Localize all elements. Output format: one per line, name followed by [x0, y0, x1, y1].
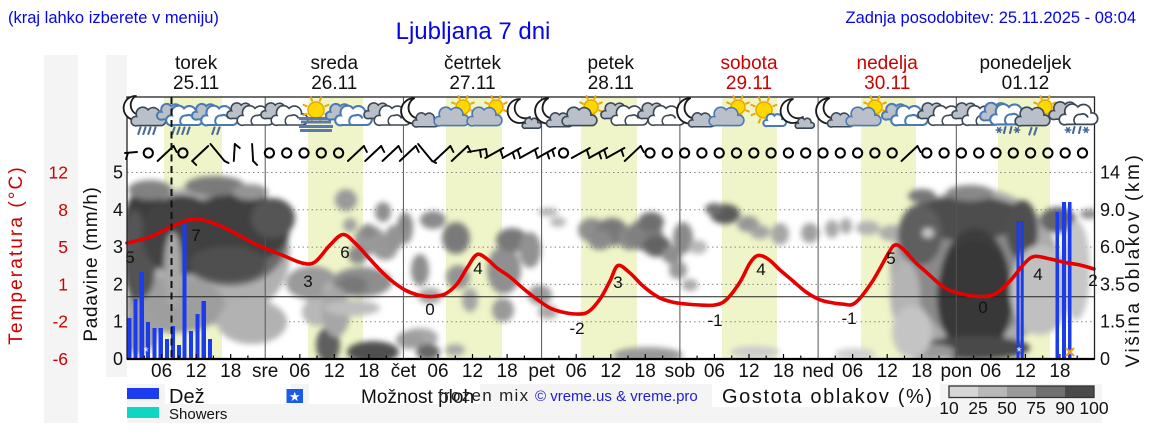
svg-text:-2: -2 — [569, 319, 584, 338]
svg-text:75: 75 — [1026, 398, 1045, 418]
svg-text:06: 06 — [842, 361, 863, 382]
svg-text:18: 18 — [773, 361, 794, 382]
svg-text:ponedeljek: ponedeljek — [979, 53, 1071, 74]
svg-text:6.0: 6.0 — [1100, 237, 1125, 257]
svg-text:12: 12 — [49, 163, 68, 183]
svg-text:18: 18 — [358, 361, 379, 382]
svg-text:06: 06 — [566, 361, 587, 382]
svg-text:sobota: sobota — [720, 53, 777, 74]
svg-text:-1: -1 — [707, 311, 722, 330]
svg-text:Ljubljana 7 dni: Ljubljana 7 dni — [396, 18, 551, 45]
svg-text:25.11: 25.11 — [173, 73, 219, 94]
svg-text:0: 0 — [978, 298, 987, 317]
svg-text:06: 06 — [980, 361, 1001, 382]
svg-text:18: 18 — [1049, 361, 1070, 382]
svg-text:četrtek: četrtek — [444, 53, 502, 74]
svg-text:0: 0 — [1100, 349, 1110, 369]
svg-text:14: 14 — [1100, 163, 1120, 183]
svg-text:18: 18 — [911, 361, 932, 382]
svg-text:12: 12 — [186, 361, 207, 382]
svg-text:18: 18 — [220, 361, 241, 382]
svg-text:27.11: 27.11 — [449, 73, 495, 94]
svg-text:12: 12 — [462, 361, 483, 382]
svg-text:06: 06 — [289, 361, 310, 382]
svg-text:12: 12 — [877, 361, 898, 382]
svg-text:-6: -6 — [52, 349, 68, 369]
svg-text:torek: torek — [175, 53, 218, 74]
svg-text:3: 3 — [613, 273, 622, 292]
svg-text:29.11: 29.11 — [726, 73, 772, 94]
svg-text:12: 12 — [738, 361, 759, 382]
svg-text:pet: pet — [528, 361, 555, 382]
svg-text:čet: čet — [391, 361, 417, 382]
svg-text:sre: sre — [252, 361, 278, 382]
svg-text:7: 7 — [191, 226, 200, 245]
svg-text:90: 90 — [1055, 398, 1075, 418]
svg-text:4: 4 — [756, 260, 765, 279]
svg-text:6: 6 — [340, 243, 349, 262]
svg-text:*: * — [143, 344, 148, 359]
svg-text:2: 2 — [113, 274, 123, 294]
svg-text:25: 25 — [968, 398, 987, 418]
svg-text:sob: sob — [665, 361, 696, 382]
svg-text:5: 5 — [58, 237, 68, 257]
svg-text:-1: -1 — [841, 309, 856, 328]
svg-text:Zadnja posodobitev: 25.11.2025: Zadnja posodobitev: 25.11.2025 - 08:04 — [846, 9, 1137, 27]
svg-text:06: 06 — [151, 361, 172, 382]
svg-text:9.0: 9.0 — [1100, 200, 1125, 220]
svg-text:2: 2 — [1088, 271, 1097, 290]
svg-text:5: 5 — [886, 249, 895, 268]
svg-text:5: 5 — [113, 163, 123, 183]
svg-text:Showers: Showers — [169, 406, 227, 423]
svg-text:50: 50 — [997, 398, 1017, 418]
svg-text:0: 0 — [113, 349, 123, 369]
svg-text:06: 06 — [704, 361, 725, 382]
svg-text:© vreme.us & vreme.pro: © vreme.us & vreme.pro — [535, 388, 698, 405]
svg-text:4: 4 — [473, 259, 482, 278]
svg-text:12: 12 — [324, 361, 345, 382]
svg-text:1.5: 1.5 — [1100, 312, 1125, 332]
svg-text:1: 1 — [58, 274, 68, 294]
svg-text:100: 100 — [1079, 398, 1108, 418]
svg-text:Višina oblakov (km): Višina oblakov (km) — [1123, 153, 1144, 368]
svg-text:frozen mix: frozen mix — [438, 386, 529, 405]
svg-text:3: 3 — [303, 272, 312, 291]
svg-text:ned: ned — [802, 361, 834, 382]
svg-text:nedelja: nedelja — [857, 53, 919, 74]
svg-text:*: * — [1016, 344, 1021, 359]
svg-text:Temperatura (°C): Temperatura (°C) — [6, 165, 27, 345]
svg-text:18: 18 — [635, 361, 656, 382]
svg-text:-2: -2 — [52, 312, 68, 332]
svg-text:Padavine (mm/h): Padavine (mm/h) — [81, 186, 102, 341]
svg-text:5: 5 — [125, 248, 134, 267]
svg-text:Gostota oblakov (%): Gostota oblakov (%) — [722, 386, 934, 408]
svg-text:(kraj lahko izberete v meniju): (kraj lahko izberete v meniju) — [8, 9, 219, 27]
svg-text:10: 10 — [939, 398, 959, 418]
svg-text:12: 12 — [600, 361, 621, 382]
svg-text:pon: pon — [940, 361, 972, 382]
svg-text:26.11: 26.11 — [311, 73, 357, 94]
svg-text:3: 3 — [113, 237, 123, 257]
svg-text:28.11: 28.11 — [588, 73, 634, 94]
svg-text:8: 8 — [58, 200, 68, 220]
svg-text:3.5: 3.5 — [1100, 274, 1125, 294]
svg-text:18: 18 — [497, 361, 518, 382]
svg-text:06: 06 — [427, 361, 448, 382]
svg-text:petek: petek — [588, 53, 635, 74]
svg-text:4: 4 — [113, 200, 123, 220]
svg-text:01.12: 01.12 — [1002, 73, 1050, 94]
svg-text:0: 0 — [425, 300, 434, 319]
svg-text:12: 12 — [1015, 361, 1036, 382]
svg-text:4: 4 — [1033, 265, 1042, 284]
svg-text:1: 1 — [113, 312, 123, 332]
svg-text:sreda: sreda — [311, 53, 359, 74]
svg-text:Možnost ploh: Možnost ploh — [361, 387, 474, 408]
svg-text:★: ★ — [289, 389, 301, 404]
svg-text:Dež: Dež — [169, 386, 205, 408]
svg-text:30.11: 30.11 — [864, 73, 910, 94]
